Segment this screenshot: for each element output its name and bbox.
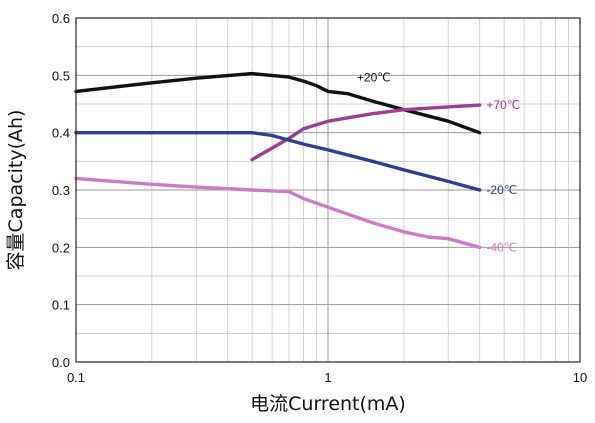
series-line-minus-40: [74, 176, 482, 250]
series-labels: +20℃ +70℃ -20℃ -40℃: [357, 70, 520, 254]
x-tick-label: 10: [573, 370, 587, 385]
x-axis-title: 电流Current(mA): [250, 393, 406, 415]
plot-frame: [75, 17, 581, 363]
x-axis-ticks: 0.1 1 10: [67, 370, 587, 385]
y-tick-label: 0.2: [52, 240, 70, 255]
series-label-minus-40: -40℃: [486, 240, 517, 254]
series-label-plus-70: +70℃: [486, 98, 520, 112]
y-tick-label: 0.0: [52, 355, 70, 370]
y-tick-label: 0.3: [52, 183, 70, 198]
y-axis-title: 容量Capacity(Ah): [5, 110, 27, 271]
y-tick-label: 0.5: [52, 68, 70, 83]
x-tick-label: 0.1: [67, 370, 85, 385]
y-tick-label: 0.4: [52, 126, 70, 141]
series-line-minus-20: [74, 130, 482, 192]
y-tick-label: 0.6: [52, 11, 70, 26]
series-label-minus-20: -20℃: [486, 183, 517, 197]
series-line-plus-70: [250, 103, 482, 162]
x-tick-label: 1: [324, 370, 331, 385]
series-lines: [74, 71, 482, 250]
series-label-plus-20: +20℃: [357, 70, 391, 84]
y-tick-label: 0.1: [52, 298, 70, 313]
y-axis-ticks: 0.0 0.1 0.2 0.3 0.4 0.5 0.6: [52, 11, 70, 370]
